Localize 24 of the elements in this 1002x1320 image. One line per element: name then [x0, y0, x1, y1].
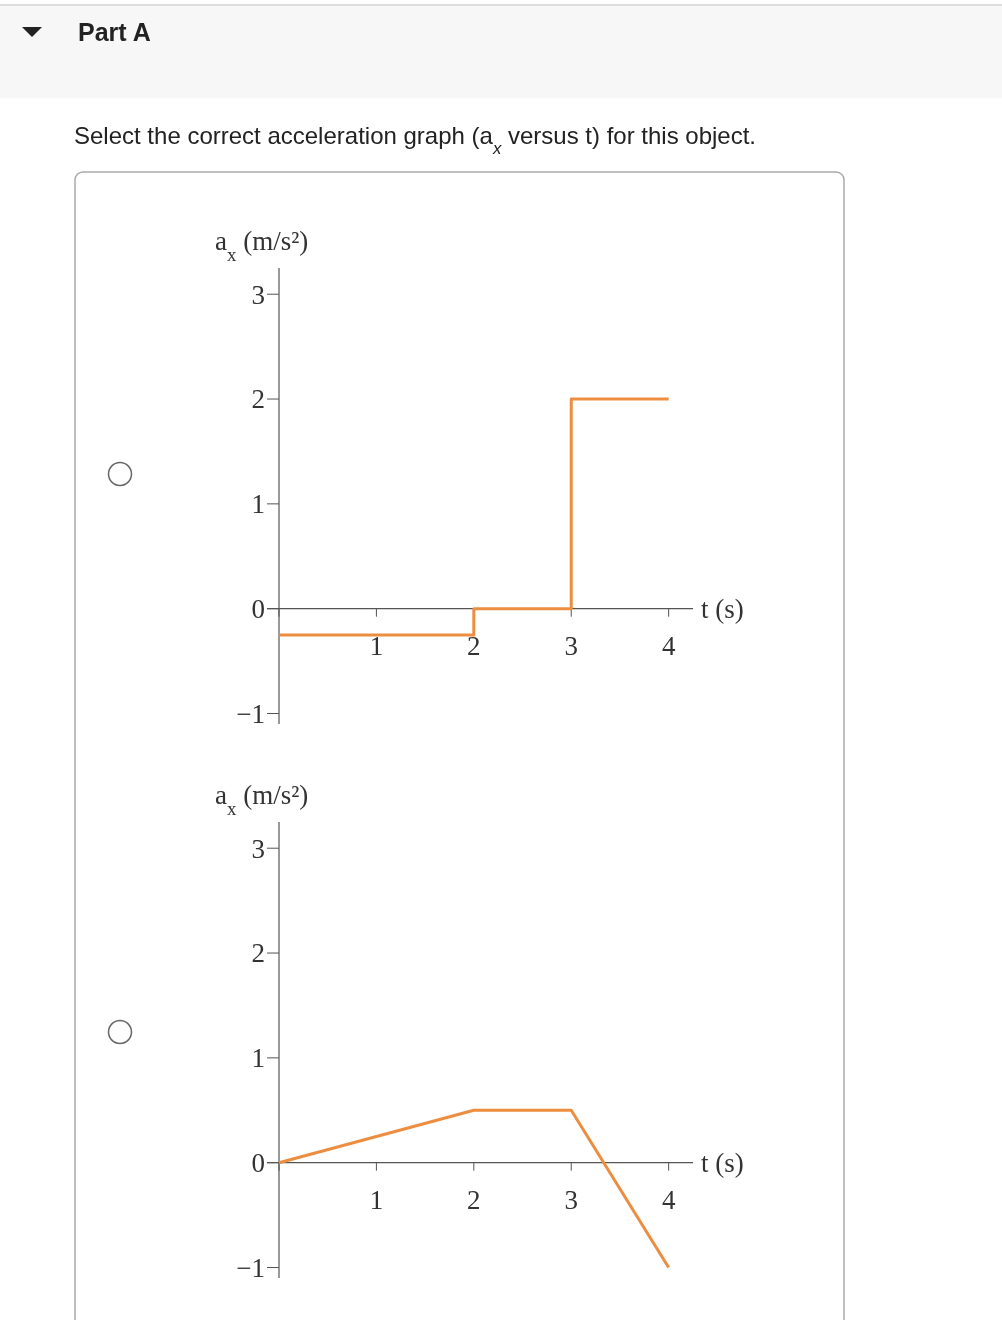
- y-tick-label: 0: [251, 1148, 265, 1179]
- x-axis-title: t (s): [701, 594, 744, 625]
- y-tick-label: 2: [251, 938, 265, 969]
- y-axis-title: a$_{x}$ (m/s²): [215, 780, 309, 819]
- y-tick-label: −1: [236, 1252, 265, 1283]
- y-tick-label: 1: [251, 489, 265, 520]
- x-tick-label: 2: [467, 630, 481, 661]
- x-tick-label: 4: [661, 1184, 676, 1215]
- y-tick-label: 2: [251, 384, 265, 415]
- x-tick-label: 2: [467, 1184, 481, 1215]
- y-tick-label: 1: [251, 1043, 265, 1074]
- x-tick-label: 3: [564, 1184, 578, 1215]
- x-tick-label: 1: [369, 1184, 384, 1215]
- x-tick-label: 3: [564, 630, 578, 661]
- chart-title: Part A: [78, 18, 151, 46]
- x-axis-title: t (s): [701, 1148, 744, 1179]
- x-tick-label: 4: [661, 630, 676, 661]
- y-tick-label: 3: [251, 279, 265, 310]
- y-tick-label: 3: [251, 833, 265, 864]
- chart-subtitle: Select the correct acceleration graph (a$_{x}$ versus t) for this object.: [74, 122, 757, 158]
- y-tick-label: 0: [251, 594, 265, 625]
- y-axis-title: a$_{x}$ (m/s²): [215, 226, 309, 265]
- y-tick-label: −1: [236, 698, 265, 729]
- x-tick-label: 1: [369, 630, 384, 661]
